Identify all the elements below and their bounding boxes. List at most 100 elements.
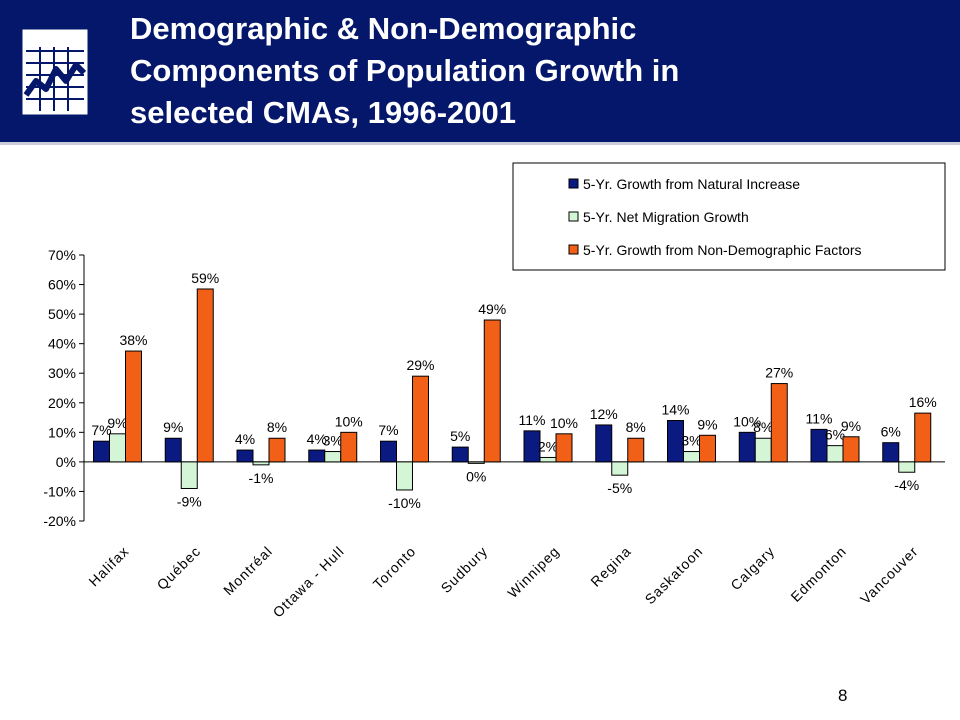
- data-label: 10%: [733, 413, 761, 429]
- data-label: 27%: [765, 365, 793, 381]
- data-label: -9%: [177, 493, 202, 509]
- legend-label: 5-Yr. Growth from Non-Demographic Factor…: [583, 242, 862, 258]
- y-tick-label: -20%: [43, 513, 76, 529]
- y-tick-label: 50%: [48, 306, 76, 322]
- data-label: 49%: [478, 301, 506, 317]
- page-title: Demographic & Non-Demographic Components…: [130, 8, 930, 134]
- y-tick-label: 0%: [56, 454, 76, 470]
- bar-natural-increase: [380, 440, 397, 463]
- data-label: -4%: [894, 477, 919, 493]
- data-label: 8%: [267, 419, 287, 435]
- bar-natural-increase: [308, 449, 326, 463]
- x-category-label: Ottawa - Hull: [270, 543, 348, 621]
- data-label: 10%: [550, 415, 578, 431]
- bar-non-demographic: [268, 437, 286, 463]
- x-category-label: Winnipeg: [504, 543, 562, 601]
- bar-natural-increase: [595, 424, 613, 463]
- legend-swatch: [568, 211, 579, 222]
- bar-non-demographic: [196, 288, 214, 463]
- data-label: 0%: [466, 468, 486, 484]
- x-category-label: Sudbury: [438, 543, 491, 596]
- bar-non-demographic: [340, 431, 358, 463]
- line-chart-grid-icon: [22, 29, 88, 115]
- x-category-label: Saskatoon: [642, 543, 706, 607]
- data-label: 9%: [107, 415, 127, 431]
- header-banner: [0, 0, 960, 142]
- bar-non-demographic: [412, 375, 429, 463]
- data-label: 10%: [335, 413, 363, 429]
- data-label: 38%: [119, 332, 147, 348]
- bar-net-migration: [754, 437, 772, 463]
- data-label: 9%: [163, 419, 183, 435]
- x-category-label: Toronto: [370, 543, 419, 592]
- data-label: 3%: [323, 433, 343, 449]
- data-label: 11%: [806, 410, 833, 426]
- data-label: 8%: [626, 419, 646, 435]
- bar-net-migration: [109, 433, 126, 463]
- data-label: 12%: [590, 406, 618, 422]
- data-label: 4%: [307, 431, 327, 447]
- data-label: -10%: [388, 495, 421, 511]
- y-tick-label: 40%: [48, 336, 76, 352]
- bar-net-migration: [396, 461, 413, 491]
- bar-net-migration: [252, 461, 270, 466]
- x-category-label: Québec: [154, 543, 204, 593]
- bar-natural-increase: [451, 446, 469, 463]
- bar-non-demographic: [770, 383, 788, 463]
- x-category-label: Vancouver: [857, 543, 921, 607]
- x-category-label: Regina: [587, 543, 634, 590]
- legend-swatch: [568, 244, 579, 255]
- data-label: 11%: [519, 412, 546, 428]
- bar-non-demographic: [699, 434, 716, 463]
- y-tick-label: 30%: [48, 365, 76, 381]
- y-tick-label: 70%: [48, 247, 76, 263]
- y-tick-label: 20%: [48, 395, 76, 411]
- bar-non-demographic: [627, 437, 645, 463]
- data-label: -1%: [249, 470, 274, 486]
- data-label: 7%: [378, 422, 398, 438]
- bar-non-demographic: [842, 436, 860, 463]
- bar-natural-increase: [236, 449, 254, 463]
- x-category-label: Calgary: [727, 543, 777, 593]
- legend-swatch: [568, 178, 579, 189]
- data-label: 8%: [753, 419, 773, 435]
- data-label: 7%: [91, 422, 111, 438]
- bar-net-migration: [539, 456, 557, 463]
- data-label: 6%: [881, 424, 901, 440]
- legend-label: 5-Yr. Net Migration Growth: [583, 209, 749, 225]
- bar-non-demographic: [914, 412, 932, 463]
- y-tick-label: 10%: [48, 424, 76, 440]
- bar-natural-increase: [164, 437, 182, 463]
- data-label: 14%: [661, 402, 689, 418]
- x-category-label: Halifax: [85, 543, 132, 590]
- bar-net-migration: [683, 451, 700, 463]
- page-title-line-2: Components of Population Growth in: [130, 53, 680, 88]
- data-label: 5%: [450, 428, 470, 444]
- chart-legend: [512, 162, 946, 271]
- data-label: 29%: [406, 357, 434, 373]
- bar-net-migration: [898, 461, 916, 473]
- data-label: 9%: [697, 416, 717, 432]
- bar-natural-increase: [93, 440, 110, 463]
- header-divider: [0, 142, 960, 145]
- bar-natural-increase: [523, 430, 541, 463]
- page-title-line-3: selected CMAs, 1996-2001: [130, 95, 517, 130]
- data-label: 6%: [825, 427, 845, 443]
- bar-natural-increase: [882, 442, 900, 463]
- bar-net-migration: [467, 461, 485, 464]
- bar-net-migration: [826, 445, 844, 463]
- y-tick-label: -10%: [43, 483, 76, 499]
- page-number: 8: [838, 686, 848, 705]
- data-label: 4%: [235, 431, 255, 447]
- bar-net-migration: [324, 451, 342, 463]
- data-label: 2%: [538, 438, 558, 454]
- x-category-label: Edmonton: [787, 543, 849, 605]
- x-category-label: Montréal: [220, 543, 275, 598]
- data-label: 59%: [191, 270, 219, 286]
- data-label: 9%: [841, 418, 861, 434]
- bar-non-demographic: [555, 433, 573, 463]
- bar-net-migration: [180, 461, 198, 489]
- legend-label: 5-Yr. Growth from Natural Increase: [583, 176, 800, 192]
- bar-net-migration: [611, 461, 629, 476]
